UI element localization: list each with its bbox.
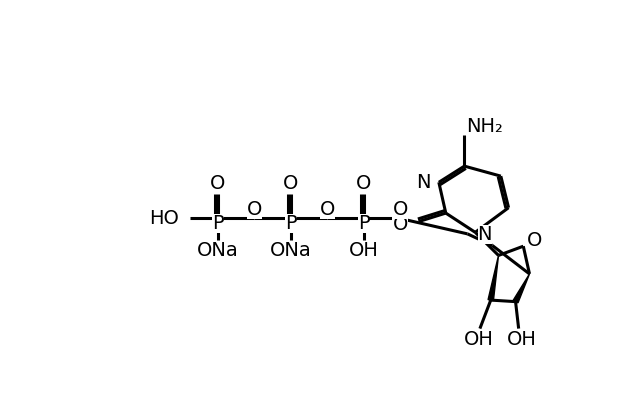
Text: OH: OH xyxy=(463,330,493,349)
Text: O: O xyxy=(356,174,371,193)
Text: O: O xyxy=(211,174,226,193)
Text: P: P xyxy=(285,213,296,233)
Text: O: O xyxy=(246,200,262,219)
Polygon shape xyxy=(513,274,529,303)
Text: HO: HO xyxy=(149,209,179,228)
Text: O: O xyxy=(392,215,408,234)
Text: O: O xyxy=(392,200,408,219)
Text: N: N xyxy=(477,225,492,244)
Text: P: P xyxy=(212,213,224,233)
Text: ONa: ONa xyxy=(197,241,239,260)
Text: ONa: ONa xyxy=(270,241,312,260)
Text: O: O xyxy=(527,231,543,249)
Text: OH: OH xyxy=(507,330,537,349)
Text: O: O xyxy=(283,174,298,193)
Text: P: P xyxy=(358,213,369,233)
Text: N: N xyxy=(417,173,431,192)
Text: OH: OH xyxy=(349,241,379,260)
Polygon shape xyxy=(488,256,499,301)
Text: NH₂: NH₂ xyxy=(466,117,503,135)
Text: O: O xyxy=(319,200,335,219)
